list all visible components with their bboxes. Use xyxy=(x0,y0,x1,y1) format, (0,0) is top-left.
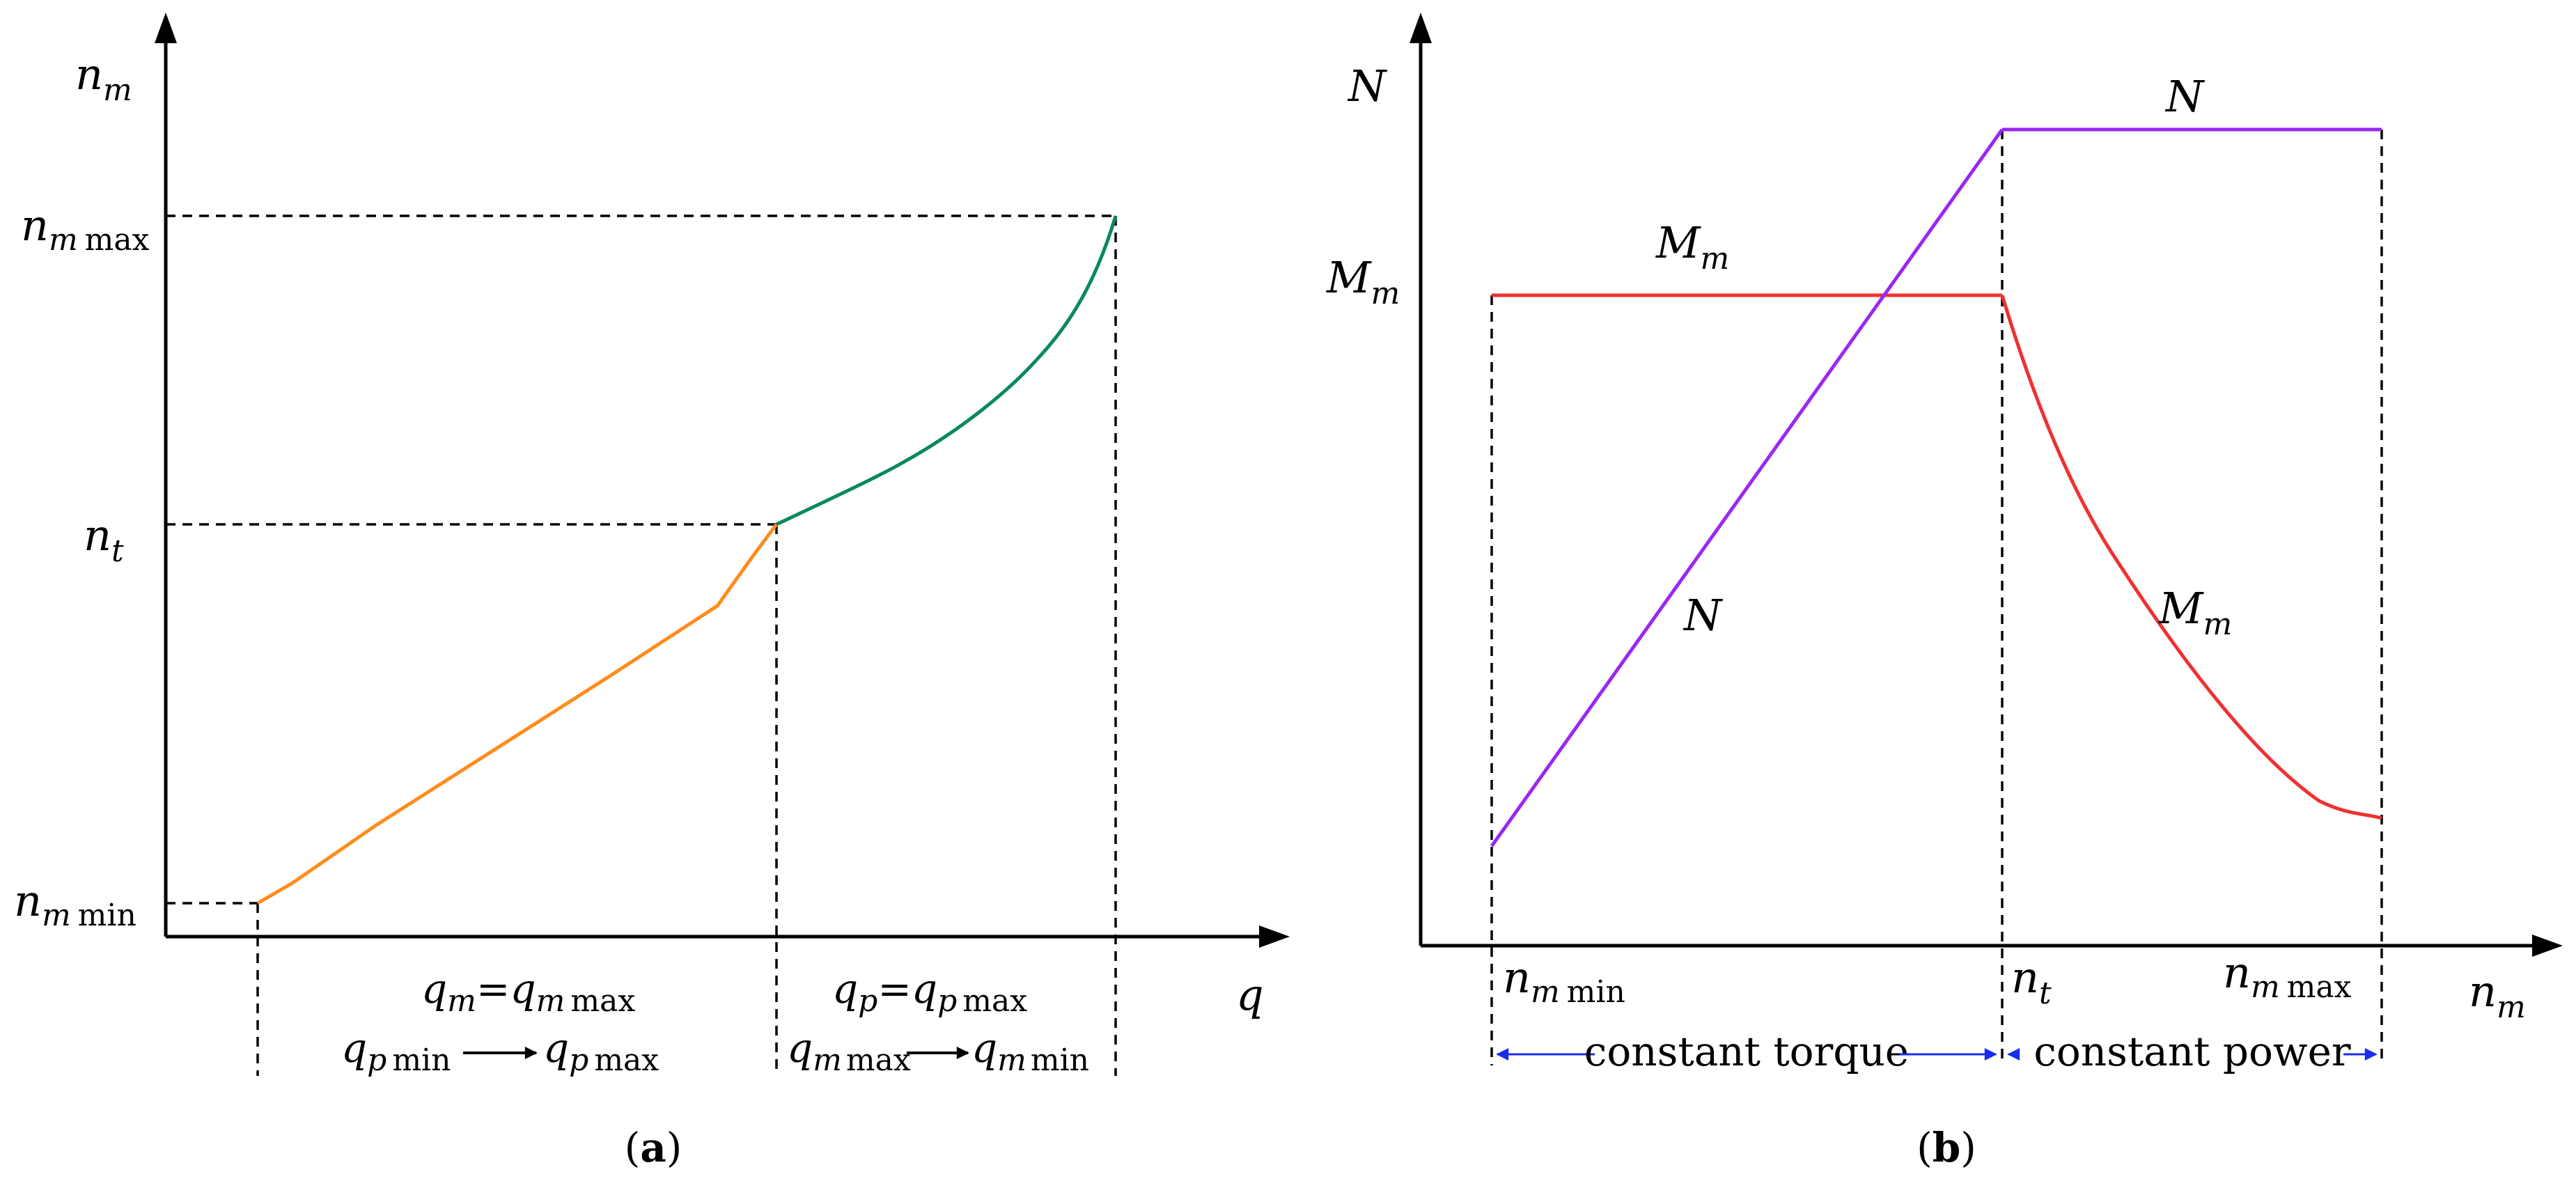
panel-b-tick-max: nm max xyxy=(2223,947,2352,1005)
curve-n-ramp xyxy=(1490,128,2004,847)
panel-b-region-power: constant power xyxy=(2034,1028,2351,1075)
panel-a: nm nm max nt nm min q qm=qm max qp min qp max… xyxy=(14,13,1290,1171)
panel-b-region-torque: constant torque xyxy=(1584,1028,1909,1075)
panel-b-tick-t: nt xyxy=(2011,952,2052,1011)
panel-a-x-arrowhead xyxy=(1259,925,1290,948)
panel-a-y-axis-label: nm xyxy=(75,49,132,108)
green-curve xyxy=(775,215,1118,526)
panel-b-label-n-top: N xyxy=(2164,71,2206,122)
panel-a-region2-line1: qp=qp max xyxy=(832,965,1027,1019)
panel-b-y-label-m: Mm xyxy=(1326,252,1400,311)
panel-b-caption: (b) xyxy=(1917,1124,1976,1171)
panel-b-x-arrowhead xyxy=(2532,935,2563,957)
panel-a-region2-line2-from: qm max xyxy=(787,1024,911,1078)
curve-m-decay xyxy=(2000,295,2382,820)
panel-b-y-axis-label: N xyxy=(1347,61,1388,111)
panel-a-y-arrowhead xyxy=(155,13,177,43)
panel-b-y-arrowhead xyxy=(1410,13,1432,43)
panel-b-tick-min: nm min xyxy=(1503,952,1625,1010)
panel-a-region1-line1: qm=qm max xyxy=(421,965,635,1019)
panel-a-region1-line2-from: qp min xyxy=(341,1024,451,1078)
panel-a-region2-line2-to: qm min xyxy=(971,1024,1089,1078)
panel-a-label-t: nt xyxy=(84,510,124,569)
panel-a-label-min: nm min xyxy=(14,875,136,933)
panel-b-label-m-flat: Mm xyxy=(1655,217,1729,276)
panel-a-x-axis-label: q xyxy=(1236,969,1264,1020)
panel-a-region1-line2-to: qp max xyxy=(543,1024,659,1078)
panel-a-caption: (a) xyxy=(625,1124,682,1171)
orange-curve xyxy=(256,523,779,905)
panel-b-x-axis-label: nm xyxy=(2469,966,2526,1025)
panel-a-label-max: nm max xyxy=(21,200,150,258)
panel-b-label-n-ramp: N xyxy=(1683,590,1724,641)
panel-b: N Mm N Mm N Mm nm min nt nm max nm constan… xyxy=(1326,13,2563,1171)
panel-b-label-m-decay: Mm xyxy=(2158,583,2232,642)
